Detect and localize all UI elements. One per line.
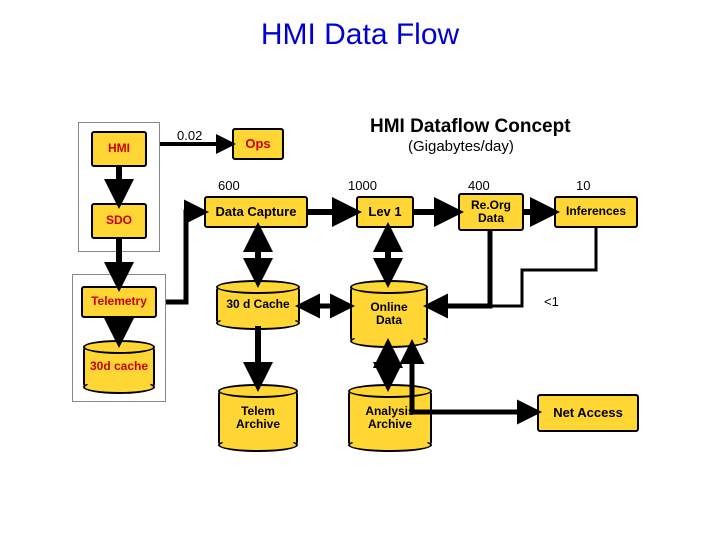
edge-label-lt1: <1 — [544, 294, 559, 309]
node-telemetry: Telemetry — [81, 286, 157, 318]
node-lev1: Lev 1 — [356, 196, 414, 228]
node-label: TelemArchive — [236, 405, 280, 431]
edges-layer — [0, 0, 720, 540]
edge-label-10: 10 — [576, 178, 590, 193]
node-net-access: Net Access — [537, 394, 639, 432]
node-label: 30 d Cache — [226, 298, 289, 311]
edge-reorg-online — [428, 231, 490, 306]
node-label: AnalysisArchive — [365, 405, 414, 431]
node-online-data: OnlineData — [350, 287, 428, 341]
edge-label-1000: 1000 — [348, 178, 377, 193]
edge-label-400: 400 — [468, 178, 490, 193]
node-inferences: Inferences — [554, 196, 638, 228]
edge-tel-datacap — [166, 212, 204, 302]
edge-label-600: 600 — [218, 178, 240, 193]
node-label: SDO — [106, 214, 132, 227]
node-label: Net Access — [553, 406, 623, 420]
node-label: Telemetry — [91, 295, 147, 308]
diagram-title: HMI Dataflow Concept — [370, 116, 571, 138]
node-hmi: HMI — [91, 131, 147, 167]
node-label: 30d cache — [90, 360, 148, 373]
node-sdo: SDO — [91, 203, 147, 239]
node-reorg-data: Re.OrgData — [458, 193, 524, 231]
node-label: HMI — [108, 142, 130, 155]
node-analysis-archive: AnalysisArchive — [348, 391, 432, 445]
node-cache30d-center: 30 d Cache — [216, 287, 300, 323]
node-label: OnlineData — [370, 301, 407, 327]
node-cache30d-left: 30d cache — [83, 347, 155, 387]
node-label: Data Capture — [216, 205, 297, 219]
edge-label-0-02: 0.02 — [177, 128, 202, 143]
node-label: Lev 1 — [368, 205, 401, 219]
node-telem-archive: TelemArchive — [218, 391, 298, 445]
diagram-subtitle: (Gigabytes/day) — [408, 138, 514, 155]
node-ops: Ops — [232, 128, 284, 160]
edge-inf-online — [428, 228, 596, 306]
node-label: Re.OrgData — [471, 199, 511, 225]
node-label: Ops — [245, 137, 270, 151]
node-data-capture: Data Capture — [204, 196, 308, 228]
page-title: HMI Data Flow — [0, 18, 720, 52]
node-label: Inferences — [566, 205, 626, 218]
